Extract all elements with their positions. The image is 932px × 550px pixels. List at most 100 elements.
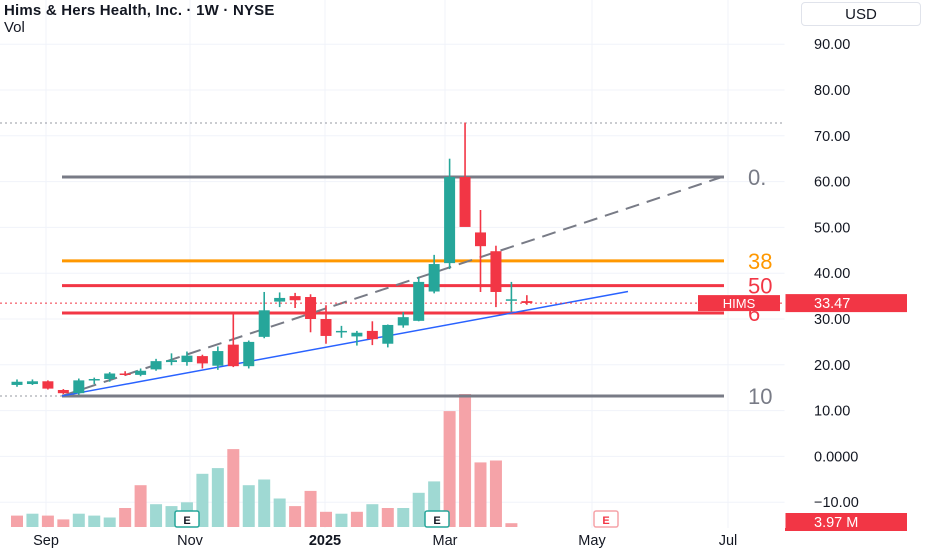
candle-body: [397, 317, 409, 326]
earnings-marker: [593, 510, 619, 528]
candle-body: [305, 297, 317, 319]
candle-body: [73, 380, 85, 394]
currency-selector[interactable]: USD: [801, 2, 921, 26]
volume-bar: [227, 449, 240, 527]
volume-bar: [103, 517, 116, 527]
y-axis-tick-label: 20.00: [814, 358, 850, 374]
earnings-marker-label: E: [183, 515, 190, 527]
earnings-marker-label: E: [433, 515, 440, 527]
volume-bar: [412, 492, 425, 527]
last-price-label: [785, 294, 907, 313]
x-axis-tick-label: Sep: [33, 533, 59, 549]
y-axis-tick-label: 0.0000: [814, 449, 858, 465]
volume-bar: [150, 504, 163, 527]
volume-bar: [289, 506, 302, 527]
candle-body: [366, 330, 378, 340]
volume-bar: [489, 460, 502, 527]
candle-body: [459, 177, 471, 227]
volume-bar: [72, 513, 85, 527]
volume-bar: [273, 498, 286, 527]
fib-level-label: 50: [748, 274, 772, 299]
candle-body: [258, 310, 270, 337]
candle-body: [57, 389, 69, 394]
x-axis-tick-label: Mar: [433, 533, 458, 549]
candle-body: [181, 355, 193, 363]
volume-bar: [350, 511, 363, 527]
x-axis-tick-label: Nov: [177, 533, 204, 549]
candle-body: [444, 177, 456, 264]
symbol-price-tag: [698, 295, 780, 312]
candle-body: [150, 361, 162, 370]
candle-body: [227, 344, 239, 367]
volume-bar: [335, 513, 348, 527]
y-axis-tick-label: 60.00: [814, 175, 850, 191]
candle-body: [320, 319, 332, 336]
y-axis-tick-label: 70.00: [814, 129, 850, 145]
volume-bar: [211, 468, 224, 527]
candle-body: [104, 373, 116, 379]
candle-body: [335, 330, 347, 333]
volume-bar: [134, 485, 147, 527]
candle-body: [475, 232, 486, 247]
y-axis-tick-label: 40.00: [814, 266, 850, 282]
candle-body: [289, 296, 301, 301]
volume-bar: [41, 515, 54, 527]
volume-axis-label: [785, 513, 907, 531]
y-axis-tick-label: 90.00: [814, 37, 850, 53]
candle-body: [88, 378, 100, 381]
volume-bar: [57, 519, 70, 527]
volume-bar: [26, 513, 39, 527]
volume-bar: [258, 479, 271, 527]
earnings-marker: [174, 510, 200, 528]
y-axis-tick-label: 80.00: [814, 83, 850, 99]
fib-level-label: 10: [748, 384, 772, 409]
candle-body: [413, 281, 425, 321]
candle-body: [166, 360, 177, 363]
candle-body: [212, 351, 224, 366]
volume-bar: [397, 508, 410, 527]
candle-body: [135, 370, 147, 375]
volume-bar: [304, 490, 317, 527]
y-axis-tick-label: 10.00: [814, 404, 850, 420]
y-axis-tick-label: 30.00: [814, 312, 850, 328]
trend-line-blue: [61, 290, 629, 397]
candle-body: [521, 301, 533, 303]
volume-bar: [88, 515, 101, 527]
y-axis-tick-label: −10.00: [814, 495, 859, 511]
fib-level-label: 0.: [748, 165, 766, 190]
volume-bar: [459, 394, 472, 527]
candle-body: [26, 381, 38, 385]
candle-body: [505, 299, 517, 301]
volume-bar: [11, 515, 23, 527]
last-price-value: 33.47: [814, 296, 850, 312]
volume-bar: [242, 485, 255, 527]
earnings-marker: [424, 510, 450, 528]
volume-bar: [119, 508, 132, 527]
volume-bar: [320, 511, 332, 527]
fib-level-label: 38: [748, 249, 772, 274]
candle-body: [382, 324, 394, 344]
volume-bar: [443, 411, 456, 527]
symbol-price-tag-name: HIMS: [723, 296, 756, 311]
candle-body: [351, 332, 363, 337]
volume-bar: [366, 504, 379, 527]
candle-body: [11, 381, 23, 385]
candle-body: [490, 251, 502, 292]
candle-body: [243, 341, 255, 367]
candle-body: [196, 356, 208, 364]
x-axis-tick-label: Jul: [719, 533, 738, 549]
x-axis-tick-label: May: [578, 533, 606, 549]
chart-title: Hims & Hers Health, Inc. · 1W · NYSE: [4, 2, 275, 19]
volume-bar: [474, 462, 487, 527]
x-axis-tick-label: 2025: [309, 533, 341, 549]
volume-axis-value: 3.97 M: [814, 515, 858, 531]
candle-body: [119, 373, 131, 376]
earnings-marker-label: E: [602, 515, 609, 527]
volume-bar: [381, 508, 394, 527]
candle-body: [274, 297, 286, 302]
candle-body: [42, 381, 54, 389]
candle-body: [428, 264, 440, 292]
volume-indicator-label: Vol: [4, 19, 25, 36]
chart-header: Hims & Hers Health, Inc. · 1W · NYSE Vol: [4, 2, 275, 36]
